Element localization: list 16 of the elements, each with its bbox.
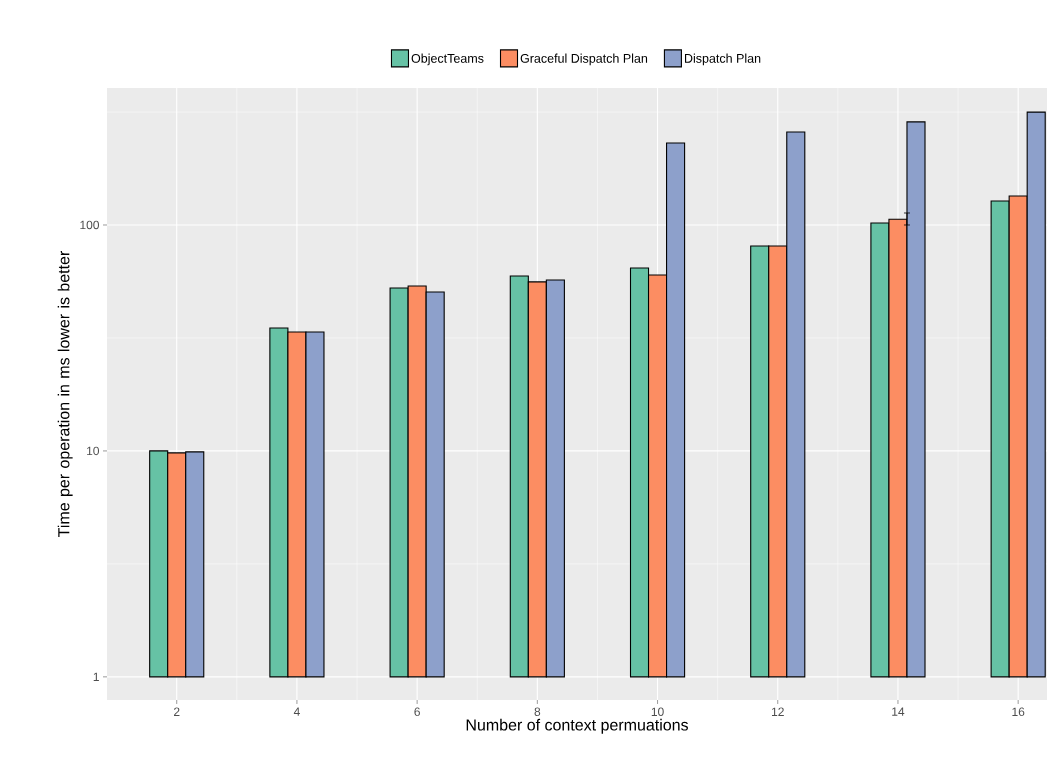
x-tick-label: 10	[651, 707, 664, 716]
legend-label: ObjectTeams	[411, 53, 484, 66]
x-tick-label: 4	[293, 707, 300, 716]
x-axis-title: Number of context permuations	[466, 718, 688, 734]
x-tick-label: 2	[173, 707, 180, 716]
x-tick-label: 14	[892, 707, 905, 716]
legend-label: Dispatch Plan	[684, 53, 761, 66]
y-axis-title: Time per operation in ms lower is better	[57, 251, 73, 537]
x-tick-label: 12	[772, 707, 784, 716]
x-tick-label: 16	[1012, 707, 1025, 716]
x-tick-label: 8	[534, 707, 541, 716]
legend-label: Graceful Dispatch Plan	[520, 53, 648, 66]
x-tick-label: 6	[414, 707, 420, 716]
y-tick-label: 1	[93, 672, 99, 681]
y-tick-label: 10	[87, 446, 100, 456]
y-tick-label: 100	[80, 220, 100, 230]
